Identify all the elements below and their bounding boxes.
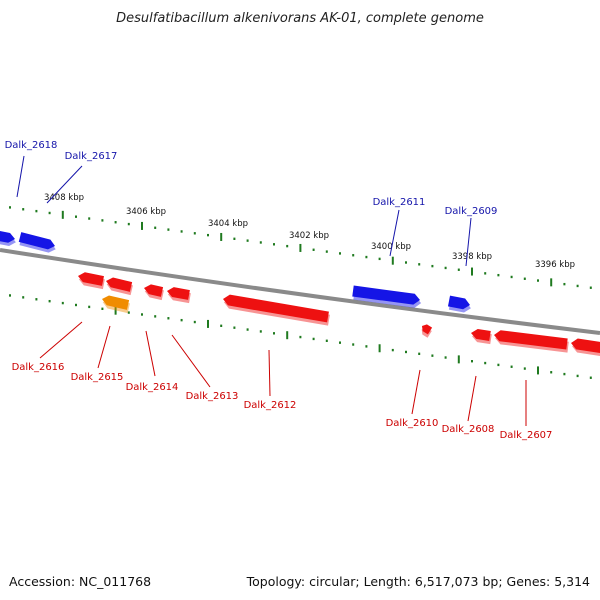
genome-backbone <box>0 248 600 335</box>
callout-line <box>268 349 271 397</box>
gene-arrow <box>18 232 56 253</box>
callout-line <box>171 334 211 388</box>
callout-line <box>97 325 111 369</box>
scale-labels: 3408 kbp 3406 kbp 3404 kbp 3402 kbp 3400 kbp… <box>44 193 575 270</box>
scale-label: 3404 kbp <box>208 219 248 229</box>
gene-label[interactable]: Dalk_2613 <box>186 391 239 402</box>
gene-label[interactable]: Dalk_2615 <box>71 372 124 383</box>
scale-label: 3398 kbp <box>452 252 492 262</box>
gene-arrow <box>223 294 330 326</box>
gene-features <box>0 230 600 357</box>
gene-label[interactable]: Dalk_2611 <box>373 197 426 208</box>
gene-callouts: Dalk_2618Dalk_2617Dalk_2616Dalk_2615Dalk… <box>5 140 553 441</box>
gene-arrow <box>447 295 471 313</box>
callout-line <box>465 217 472 267</box>
scale-label: 3400 kbp <box>371 242 411 252</box>
callout-line <box>389 209 400 257</box>
gene-label[interactable]: Dalk_2617 <box>65 151 118 162</box>
gene-arrow <box>571 338 600 357</box>
scale-label: 3396 kbp <box>535 260 575 270</box>
gene-label[interactable]: Dalk_2610 <box>386 418 439 429</box>
gene-arrow <box>494 330 569 353</box>
gene-arrow <box>102 295 130 314</box>
gene-arrow <box>471 328 492 345</box>
gene-arrow <box>106 277 133 296</box>
gene-label[interactable]: Dalk_2612 <box>244 400 297 411</box>
accession-text: Accession: NC_011768 <box>9 574 151 589</box>
gene-arrow <box>0 230 16 247</box>
gene-arrow <box>144 284 164 301</box>
callout-line <box>16 155 25 198</box>
callout-line <box>145 330 156 377</box>
callout-line <box>467 375 477 422</box>
gene-label[interactable]: Dalk_2614 <box>126 382 179 393</box>
gene-label[interactable]: Dalk_2608 <box>442 424 495 435</box>
gene-label[interactable]: Dalk_2607 <box>500 430 553 441</box>
gene-arrow <box>78 272 105 290</box>
gene-arrow <box>167 287 191 304</box>
callout-line <box>46 165 83 204</box>
callout-line <box>411 369 421 415</box>
gene-arrow <box>352 285 422 308</box>
map-title: Desulfatibacillum alkenivorans AK-01, co… <box>116 11 484 26</box>
genome-summary-text: Topology: circular; Length: 6,517,073 bp… <box>246 574 590 589</box>
gene-label[interactable]: Dalk_2609 <box>445 206 498 217</box>
scale-label: 3408 kbp <box>44 193 84 203</box>
callout-line <box>39 321 83 359</box>
upper-tick-track <box>9 206 592 289</box>
scale-label: 3402 kbp <box>289 231 329 241</box>
gene-label[interactable]: Dalk_2616 <box>12 362 65 373</box>
scale-label: 3406 kbp <box>126 207 166 217</box>
gene-label[interactable]: Dalk_2618 <box>5 140 58 151</box>
lower-tick-track <box>9 294 592 379</box>
gene-arrow <box>421 324 433 338</box>
